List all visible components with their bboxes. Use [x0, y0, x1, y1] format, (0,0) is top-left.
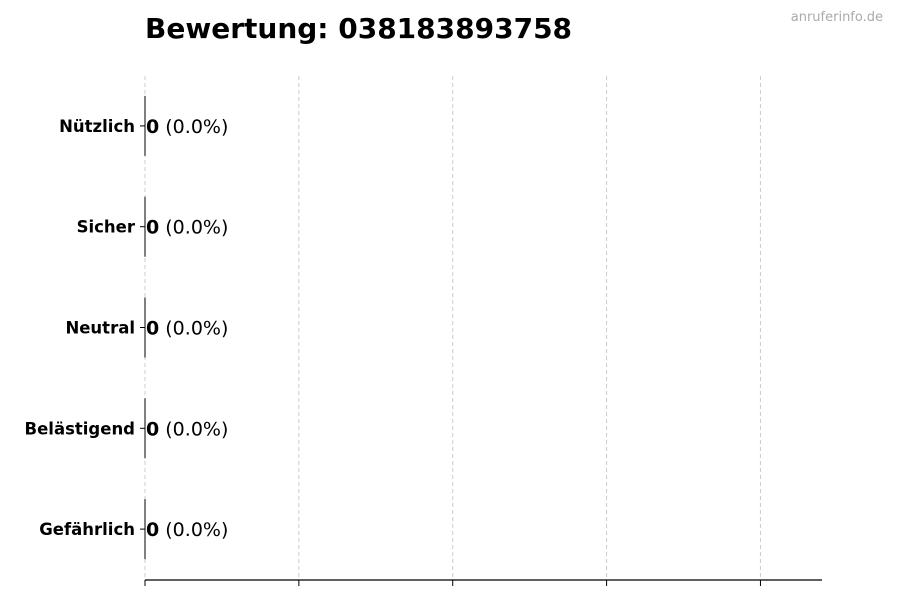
value-label: 0 (0.0%) [146, 519, 228, 541]
value-label: 0 (0.0%) [146, 116, 228, 138]
count-label: 0 [146, 418, 159, 440]
value-label: 0 (0.0%) [146, 418, 228, 440]
category-label: Belästigend [25, 419, 135, 438]
percent-label: (0.0%) [159, 418, 228, 440]
percent-label: (0.0%) [159, 519, 228, 541]
value-label: 0 (0.0%) [146, 217, 228, 239]
watermark: anruferinfo.de [790, 10, 883, 25]
count-label: 0 [146, 318, 159, 340]
percent-label: (0.0%) [159, 116, 228, 138]
category-label: Nützlich [59, 117, 135, 136]
category-label: Gefährlich [39, 520, 135, 539]
chart-title: Bewertung: 038183893758 [145, 12, 573, 45]
percent-label: (0.0%) [159, 318, 228, 340]
category-label: Neutral [65, 319, 135, 338]
count-label: 0 [146, 519, 159, 541]
percent-label: (0.0%) [159, 217, 228, 239]
value-label: 0 (0.0%) [146, 318, 228, 340]
count-label: 0 [146, 217, 159, 239]
count-label: 0 [146, 116, 159, 138]
category-label: Sicher [77, 218, 136, 237]
